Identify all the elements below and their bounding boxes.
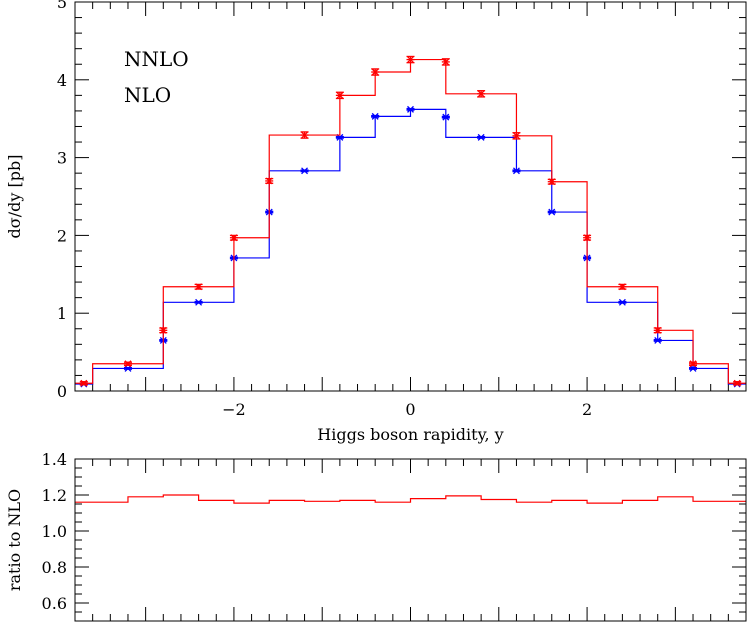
marker-stroke [265, 177, 273, 185]
data-point-nnlo [123, 360, 132, 368]
marker-stroke [733, 379, 741, 387]
marker-stroke [654, 336, 662, 344]
marker-stroke [512, 132, 520, 140]
ratio-y-tick-label: 1.0 [42, 522, 67, 541]
data-point-nnlo [653, 326, 662, 334]
y-tick-label: 3 [57, 149, 67, 168]
data-point-nlo [300, 167, 309, 175]
marker-stroke [477, 133, 485, 141]
data-point-nnlo [689, 360, 698, 368]
x-tick-label: −2 [222, 400, 246, 419]
marker-stroke [301, 131, 309, 139]
marker-stroke [512, 167, 520, 175]
y-tick-label: 0 [57, 382, 67, 401]
marker-stroke [689, 360, 697, 368]
ratio-y-tick-label: 0.8 [42, 558, 67, 577]
data-point-nlo [441, 113, 450, 121]
data-point-nnlo [406, 55, 415, 64]
ratio-plot-frame [74, 458, 747, 622]
data-point-nlo [512, 167, 521, 175]
ratio-series-group [75, 494, 746, 504]
ratio-panel: 0.6 0.8 1.0 1.2 1.4 ratio to NLO [5, 450, 747, 622]
marker-stroke [407, 56, 414, 64]
marker-stroke [618, 283, 626, 291]
ratio-step-line [75, 494, 746, 504]
data-point-nnlo [441, 58, 450, 66]
marker-stroke [336, 91, 344, 99]
data-point-nnlo [194, 283, 203, 291]
marker-stroke [548, 178, 556, 186]
data-point-nnlo [159, 326, 168, 334]
legend-nnlo-label: NNLO [124, 47, 189, 71]
x-axis-label: Higgs boson rapidity, y [317, 425, 503, 444]
marker-stroke [159, 326, 167, 334]
data-point-nnlo [618, 283, 627, 291]
marker-stroke [477, 90, 485, 98]
data-point-nnlo [477, 90, 486, 98]
ratio-tick-labels: 0.6 0.8 1.0 1.2 1.4 [42, 450, 67, 613]
marker-stroke [195, 298, 203, 306]
marker-stroke [618, 298, 626, 306]
data-point-nlo [547, 208, 556, 216]
legend-nlo-label: NLO [124, 83, 171, 107]
marker-stroke [336, 133, 344, 141]
data-point-nlo [406, 105, 415, 113]
top-series-group [75, 55, 746, 388]
y-tick-label: 4 [57, 71, 67, 90]
ratio-y-tick-label: 1.4 [42, 450, 67, 469]
ratio-y-axis-label: ratio to NLO [5, 489, 24, 591]
data-point-nnlo [300, 131, 309, 139]
data-point-nnlo [583, 234, 592, 242]
marker-stroke [230, 234, 238, 242]
data-point-nlo [371, 112, 380, 120]
data-point-nnlo [547, 178, 556, 186]
marker-stroke [654, 326, 662, 334]
y-tick-label: 1 [57, 304, 67, 323]
y-tick-label: 2 [57, 226, 67, 245]
data-point-nlo [194, 298, 203, 306]
top-ticks [74, 1, 747, 392]
data-point-nlo [477, 133, 486, 141]
marker-stroke [195, 283, 203, 291]
marker-stroke [124, 360, 132, 368]
y-axis-label: dσ/dy [pb] [5, 155, 24, 239]
data-point-nnlo [512, 132, 521, 140]
marker-stroke [371, 112, 379, 120]
rapidity-distribution-panel: −2 0 2 0 1 2 3 4 5 Higgs boson rapidity, y dσ/dy… [5, 0, 747, 444]
data-point-nnlo [335, 91, 344, 100]
y-tick-label: 5 [57, 0, 67, 12]
top-tick-labels: −2 0 2 0 1 2 3 4 5 [57, 0, 592, 419]
top-plot-frame [74, 1, 747, 392]
data-point-nnlo [733, 379, 742, 387]
marker-stroke [583, 234, 591, 242]
data-point-nlo [653, 336, 662, 344]
data-point-nnlo [79, 379, 88, 387]
data-point-nnlo [371, 68, 380, 76]
marker-stroke [371, 68, 379, 76]
data-point-nnlo [229, 234, 238, 242]
x-tick-label: 0 [405, 400, 415, 419]
marker-stroke [548, 208, 556, 216]
marker-stroke [442, 58, 450, 66]
marker-stroke [80, 379, 88, 387]
ratio-y-tick-label: 0.6 [42, 594, 67, 613]
marker-stroke [407, 105, 414, 113]
x-tick-label: 2 [582, 400, 592, 419]
marker-stroke [442, 113, 450, 121]
ratio-ticks [74, 458, 747, 622]
series-nlo-step [75, 108, 746, 385]
data-point-nlo [618, 298, 627, 306]
ratio-y-tick-label: 1.2 [42, 486, 67, 505]
marker-stroke [301, 167, 309, 175]
data-point-nnlo [265, 177, 274, 185]
